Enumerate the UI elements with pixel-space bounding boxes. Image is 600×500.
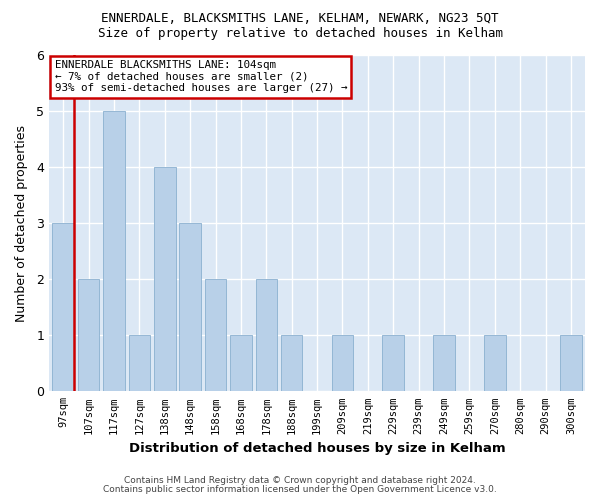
Bar: [103, 111, 125, 392]
Bar: [78, 279, 100, 392]
Text: Contains HM Land Registry data © Crown copyright and database right 2024.: Contains HM Land Registry data © Crown c…: [124, 476, 476, 485]
Text: Contains public sector information licensed under the Open Government Licence v3: Contains public sector information licen…: [103, 485, 497, 494]
Bar: [179, 223, 201, 392]
Bar: [560, 336, 582, 392]
Text: ENNERDALE, BLACKSMITHS LANE, KELHAM, NEWARK, NG23 5QT: ENNERDALE, BLACKSMITHS LANE, KELHAM, NEW…: [101, 12, 499, 26]
Bar: [256, 279, 277, 392]
Bar: [154, 167, 176, 392]
Bar: [281, 336, 302, 392]
Text: Size of property relative to detached houses in Kelham: Size of property relative to detached ho…: [97, 28, 503, 40]
Bar: [484, 336, 506, 392]
Bar: [332, 336, 353, 392]
Bar: [52, 223, 74, 392]
Text: ENNERDALE BLACKSMITHS LANE: 104sqm
← 7% of detached houses are smaller (2)
93% o: ENNERDALE BLACKSMITHS LANE: 104sqm ← 7% …: [55, 60, 347, 93]
Y-axis label: Number of detached properties: Number of detached properties: [15, 124, 28, 322]
Bar: [433, 336, 455, 392]
X-axis label: Distribution of detached houses by size in Kelham: Distribution of detached houses by size …: [129, 442, 505, 455]
Bar: [382, 336, 404, 392]
Bar: [128, 336, 150, 392]
Bar: [230, 336, 252, 392]
Bar: [205, 279, 226, 392]
